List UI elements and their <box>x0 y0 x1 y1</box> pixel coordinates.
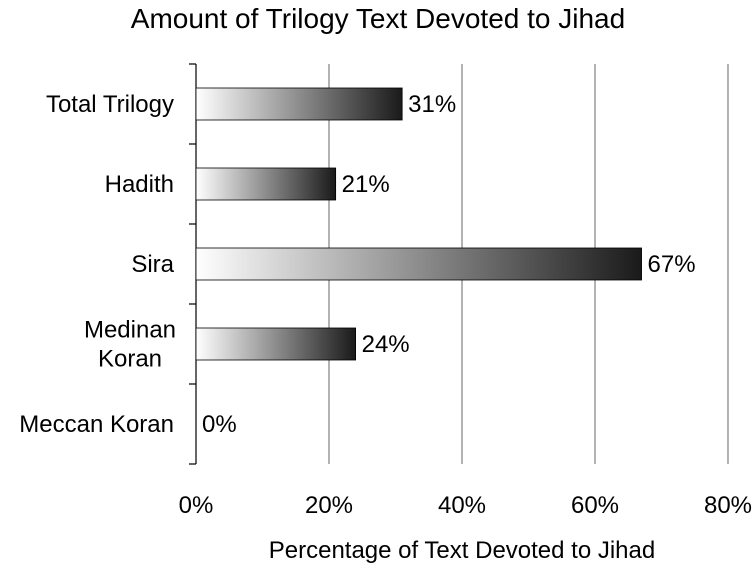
x-tick-label-80: 80% <box>704 492 752 519</box>
category-label-0: Total Trilogy <box>46 91 174 118</box>
category-labels: Total Trilogy Hadith Sira Medinan Koran Mecca… <box>19 91 176 438</box>
category-label-line: Meccan Koran <box>19 411 174 438</box>
category-label-line: Hadith <box>105 171 174 198</box>
y-axis <box>189 63 197 465</box>
bar-2 <box>195 247 642 281</box>
x-axis-title: Percentage of Text Devoted to Jihad <box>269 537 655 564</box>
bar-1 <box>195 167 337 201</box>
category-label-line: Koran <box>98 346 162 373</box>
x-tick-label-40: 40% <box>438 492 486 519</box>
data-label-1: 21% <box>342 171 390 198</box>
category-label-line: Total Trilogy <box>46 91 174 118</box>
category-label-1: Hadith <box>105 171 174 198</box>
x-tick-label-0: 0% <box>179 492 214 519</box>
data-label-2: 67% <box>648 251 696 278</box>
data-label-4: 0% <box>202 411 237 438</box>
chart-title: Amount of Trilogy Text Devoted to Jihad <box>131 3 625 34</box>
bar-3 <box>195 327 357 361</box>
data-label-3: 24% <box>362 331 410 358</box>
x-tick-labels: 0% 20% 40% 60% 80% <box>179 492 752 519</box>
category-label-2: Sira <box>131 251 174 278</box>
data-label-0: 31% <box>408 91 456 118</box>
category-label-3: Medinan Koran <box>84 317 176 373</box>
x-tick-label-20: 20% <box>305 492 353 519</box>
x-tick-label-60: 60% <box>571 492 619 519</box>
bars: 31% 21% 67% 24% 0% <box>195 87 696 438</box>
bar-0 <box>195 87 403 121</box>
category-label-line: Sira <box>131 251 174 278</box>
category-label-4: Meccan Koran <box>19 411 174 438</box>
category-label-line: Medinan <box>84 317 176 344</box>
